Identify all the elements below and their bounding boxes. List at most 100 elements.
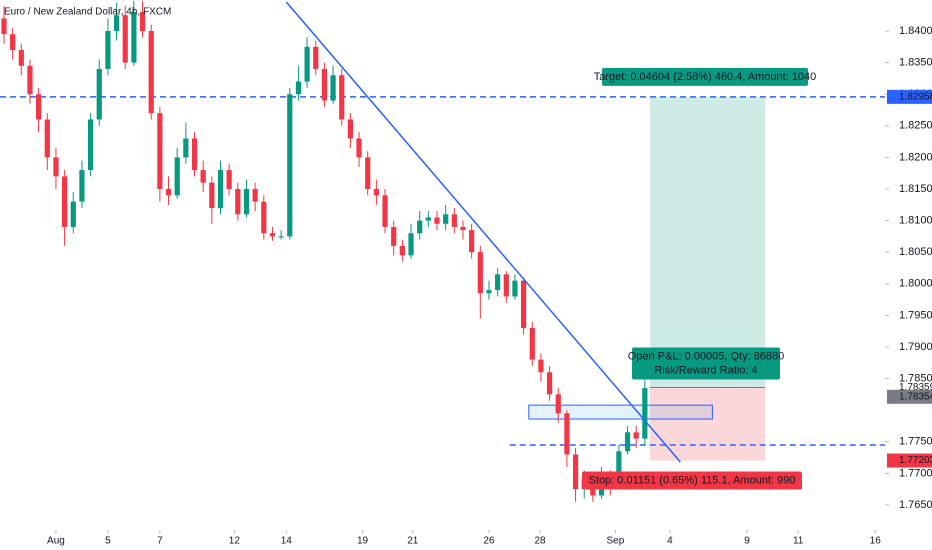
candle-body xyxy=(79,170,85,202)
pnl-label-bg xyxy=(632,347,780,380)
candle-body xyxy=(113,15,120,32)
x-tick-label: 5 xyxy=(105,536,111,547)
y-tick-label: 1.81000 xyxy=(899,215,932,227)
candle-body xyxy=(391,226,397,246)
candle-body xyxy=(425,217,431,221)
candle-body xyxy=(382,195,388,227)
candle-body xyxy=(460,226,466,231)
candle-body xyxy=(157,113,163,190)
x-tick-label: 16 xyxy=(870,536,882,547)
candle-body xyxy=(339,75,345,120)
candle-body xyxy=(252,189,258,202)
candle-body xyxy=(191,138,198,171)
candle-body xyxy=(131,12,137,63)
candle-body xyxy=(521,280,527,329)
candle-body xyxy=(87,119,94,171)
stop-price-badge-bg xyxy=(887,453,932,468)
y-tick-label: 1.84000 xyxy=(899,25,932,37)
candle-body xyxy=(469,230,475,253)
loss-zone xyxy=(650,387,766,461)
target-price-badge: 1.82958 xyxy=(899,92,932,103)
y-tick-label: 1.80500 xyxy=(899,246,932,258)
x-tick-label: 19 xyxy=(357,536,369,547)
profit-zone xyxy=(650,96,766,388)
candle-body xyxy=(18,49,24,66)
target-label-bg xyxy=(602,67,808,86)
x-tick-label: 9 xyxy=(744,536,750,547)
candle-body xyxy=(373,189,379,196)
candle-body xyxy=(261,201,267,234)
x-tick-label: 11 xyxy=(793,536,804,547)
candle-body xyxy=(356,138,362,158)
x-tick-label: Sep xyxy=(607,536,625,547)
candle-body xyxy=(633,432,639,439)
candle-body xyxy=(295,81,302,95)
y-tick-label: 1.79000 xyxy=(899,341,932,353)
candle-body xyxy=(529,328,535,360)
candle-body xyxy=(200,170,206,183)
candle-body xyxy=(451,214,457,227)
candle-body xyxy=(313,46,319,69)
candle-body xyxy=(44,119,50,158)
candle-body xyxy=(564,413,570,455)
candle-body xyxy=(122,15,128,63)
candle-body xyxy=(347,119,353,139)
y-tick-label: 1.77000 xyxy=(899,467,932,479)
trendline xyxy=(285,1,681,463)
y-tick-label: 1.79500 xyxy=(899,309,932,321)
demand-zone xyxy=(528,404,713,420)
candle-body xyxy=(624,432,631,452)
candle-body xyxy=(512,280,518,297)
target-label: Target: 0.04604 (2.58%) 460.4, Amount: 1… xyxy=(594,71,817,83)
x-tick-label: 14 xyxy=(281,536,293,547)
entry-price-label: 1.78359 xyxy=(899,382,932,393)
candle-body xyxy=(443,214,449,224)
candle-body xyxy=(1,18,7,35)
candle-body xyxy=(399,245,405,256)
y-tick-label: 1.76500 xyxy=(899,499,932,511)
candle-body xyxy=(486,290,492,294)
y-tick-label: 1.80000 xyxy=(899,278,932,290)
x-tick-label: 12 xyxy=(229,536,241,547)
candle-body xyxy=(642,388,648,439)
candle-body xyxy=(269,233,276,237)
y-tick-label: 1.81500 xyxy=(899,183,932,195)
candle-body xyxy=(243,189,250,215)
candle-body xyxy=(546,372,553,395)
stop-label-bg xyxy=(582,471,802,490)
candle-body xyxy=(105,31,111,69)
rr-label: Risk/Reward Ratio: 4 xyxy=(654,364,757,376)
x-tick-label: 4 xyxy=(667,536,673,547)
x-tick-label: 7 xyxy=(157,536,163,547)
target-price-badge-bg xyxy=(887,89,932,104)
candle-body xyxy=(278,236,284,238)
y-tick-label: 1.78500 xyxy=(899,372,932,384)
y-tick-label: 1.82000 xyxy=(899,151,932,163)
candle-body xyxy=(174,157,180,196)
candle-body xyxy=(70,201,76,227)
y-tick-label: 1.83500 xyxy=(899,57,932,69)
stop-price-badge: 1.77203 xyxy=(899,455,932,466)
candle-body xyxy=(62,176,68,227)
stop-label: Stop: 0.01151 (0.65%) 115.1, Amount: 990 xyxy=(589,474,796,486)
candle-body xyxy=(10,34,16,50)
candle-body xyxy=(217,170,224,208)
candle-body xyxy=(53,157,59,177)
candle-body xyxy=(304,46,310,82)
candle-body xyxy=(287,94,293,237)
candle-body xyxy=(495,274,501,291)
candle-body xyxy=(616,451,622,483)
candle-body xyxy=(148,31,154,114)
candle-body xyxy=(503,274,509,297)
candle-body xyxy=(235,189,241,215)
candle-body xyxy=(183,138,189,158)
candle-body xyxy=(538,359,544,373)
candle-body xyxy=(139,12,146,32)
candle-body xyxy=(555,394,561,414)
candle-body xyxy=(321,68,328,101)
candle-body xyxy=(572,454,579,490)
candle-body xyxy=(209,182,215,208)
candle-body xyxy=(165,189,172,196)
